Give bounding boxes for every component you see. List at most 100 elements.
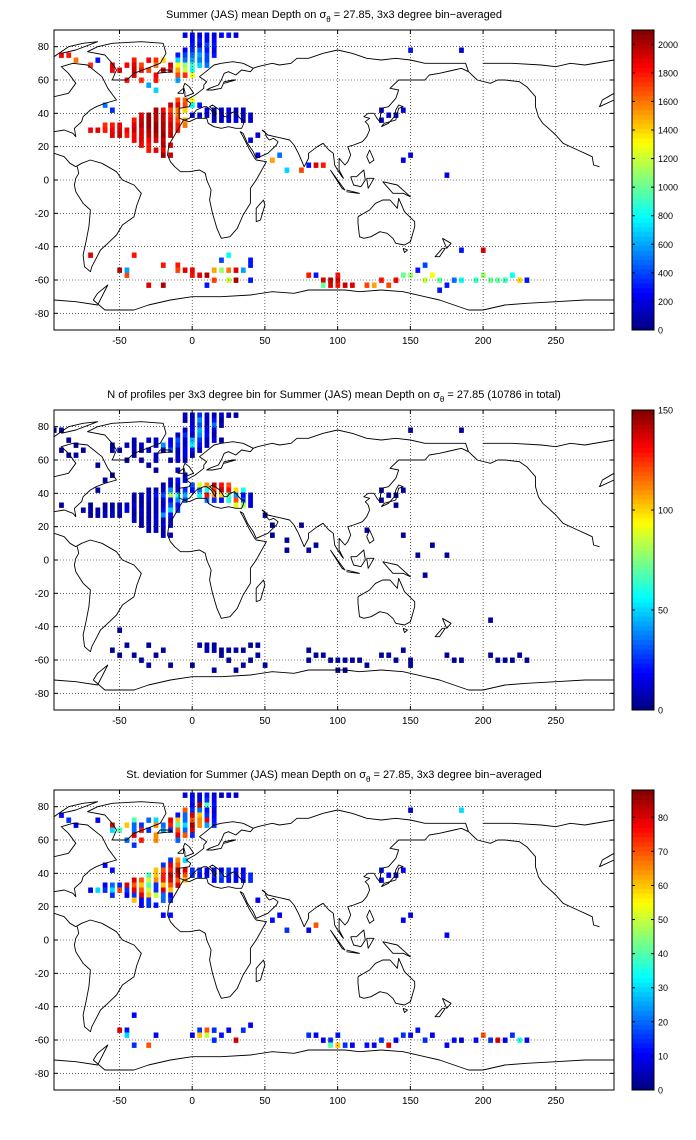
- data-bin: [146, 147, 152, 153]
- data-bin: [197, 427, 203, 433]
- data-bin: [168, 912, 173, 918]
- data-bin: [131, 62, 137, 68]
- coastline: [255, 579, 266, 603]
- data-bin: [204, 57, 210, 63]
- data-bin: [110, 822, 115, 828]
- data-bin: [502, 657, 508, 663]
- coastline: [178, 821, 254, 879]
- data-bin: [226, 32, 232, 38]
- data-bin: [168, 512, 173, 518]
- data-bin: [160, 507, 166, 513]
- data-bin: [131, 817, 137, 823]
- data-bin: [182, 72, 188, 78]
- data-bin: [204, 437, 210, 443]
- data-bin: [153, 137, 159, 143]
- data-bin: [182, 452, 188, 458]
- data-bin: [182, 97, 188, 103]
- data-bin: [248, 117, 253, 123]
- data-bin: [153, 877, 159, 883]
- data-bin: [102, 512, 108, 518]
- colorbar-tick-label: 600: [658, 240, 673, 250]
- data-bin: [182, 872, 188, 878]
- data-bin: [219, 257, 224, 263]
- data-bin: [422, 262, 428, 268]
- colorbar-swatch: [632, 822, 654, 828]
- data-bin: [488, 1037, 493, 1043]
- colorbar-swatch: [632, 283, 654, 289]
- data-bin: [131, 1042, 137, 1048]
- data-bin: [168, 502, 173, 508]
- data-bin: [510, 272, 515, 278]
- data-bin: [226, 482, 232, 488]
- coastline: [357, 577, 416, 626]
- data-bin: [211, 797, 217, 803]
- colorbar-swatch: [632, 133, 654, 139]
- coastline: [468, 831, 600, 928]
- data-bin: [160, 877, 166, 883]
- colorbar-swatch: [632, 292, 654, 298]
- data-bin: [168, 107, 173, 113]
- data-bin: [102, 502, 108, 508]
- colorbar-swatch: [632, 911, 654, 918]
- data-bin: [248, 502, 253, 508]
- data-bin: [430, 272, 435, 278]
- colorbar-swatch: [632, 865, 654, 871]
- x-tick-label: 50: [259, 716, 271, 727]
- colorbar-swatch: [632, 100, 654, 106]
- data-bin: [124, 642, 130, 648]
- colorbar-swatch: [632, 311, 654, 317]
- colorbar-swatch: [632, 972, 654, 978]
- colorbar-swatch: [632, 1024, 654, 1030]
- colorbar-swatch: [632, 1052, 654, 1058]
- data-bin: [284, 537, 290, 543]
- data-bin: [182, 832, 188, 838]
- colorbar-swatch: [632, 986, 654, 993]
- colorbar-swatch: [632, 151, 654, 158]
- data-bin: [175, 877, 181, 883]
- data-bin: [233, 492, 239, 498]
- data-bin: [270, 917, 275, 923]
- y-tick-label: 40: [38, 489, 50, 500]
- data-bin: [175, 52, 181, 58]
- data-bin: [211, 812, 217, 818]
- coastline: [177, 467, 184, 474]
- data-bin: [459, 427, 464, 433]
- colorbar-swatch: [632, 236, 654, 242]
- data-bin: [240, 867, 246, 873]
- colorbar-swatch: [632, 419, 654, 425]
- data-bin: [233, 867, 239, 873]
- data-bin: [124, 887, 130, 893]
- data-bin: [153, 652, 159, 658]
- data-bin: [197, 487, 203, 493]
- data-bin: [153, 817, 159, 823]
- data-bin: [306, 272, 312, 278]
- colorbar-swatch: [632, 466, 654, 472]
- data-bin: [153, 72, 159, 78]
- data-bin: [459, 247, 464, 253]
- coastline: [253, 49, 469, 179]
- data-bin: [88, 62, 93, 68]
- data-bin: [190, 427, 195, 433]
- data-bin: [190, 807, 195, 813]
- colorbar-swatch: [632, 76, 654, 83]
- data-bin: [175, 477, 181, 483]
- colorbar-swatch: [632, 874, 654, 880]
- y-tick-label: -20: [35, 589, 50, 600]
- data-bin: [197, 62, 203, 68]
- colorbar-swatch: [632, 602, 654, 608]
- data-bin: [175, 67, 181, 73]
- colorbar-swatch: [632, 170, 654, 176]
- data-bin: [190, 447, 195, 453]
- data-bin: [146, 437, 152, 443]
- coastline: [402, 247, 408, 253]
- data-bin: [502, 277, 508, 283]
- data-bin: [110, 62, 115, 68]
- data-bin: [248, 642, 253, 648]
- colorbar-frame: [631, 29, 655, 331]
- data-bin: [88, 512, 93, 518]
- data-bin: [95, 462, 101, 468]
- data-bin: [233, 667, 239, 673]
- data-bin: [124, 267, 130, 273]
- colorbar-swatch: [632, 639, 654, 645]
